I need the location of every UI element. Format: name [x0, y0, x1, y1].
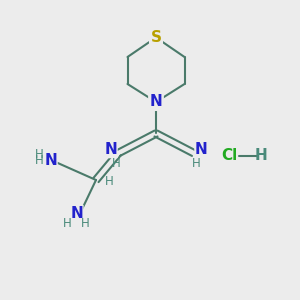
Text: N: N	[150, 94, 162, 110]
Text: H: H	[34, 148, 43, 161]
Text: N: N	[44, 153, 57, 168]
Text: N: N	[70, 206, 83, 220]
Text: H: H	[63, 217, 72, 230]
Text: Cl: Cl	[221, 148, 238, 164]
Text: H: H	[112, 157, 121, 170]
Text: S: S	[151, 30, 161, 45]
Text: H: H	[255, 148, 267, 164]
Text: N: N	[104, 142, 117, 158]
Text: H: H	[192, 157, 201, 170]
Text: H: H	[105, 175, 114, 188]
Text: N: N	[195, 142, 208, 158]
Text: H: H	[81, 217, 90, 230]
Text: H: H	[35, 154, 44, 167]
